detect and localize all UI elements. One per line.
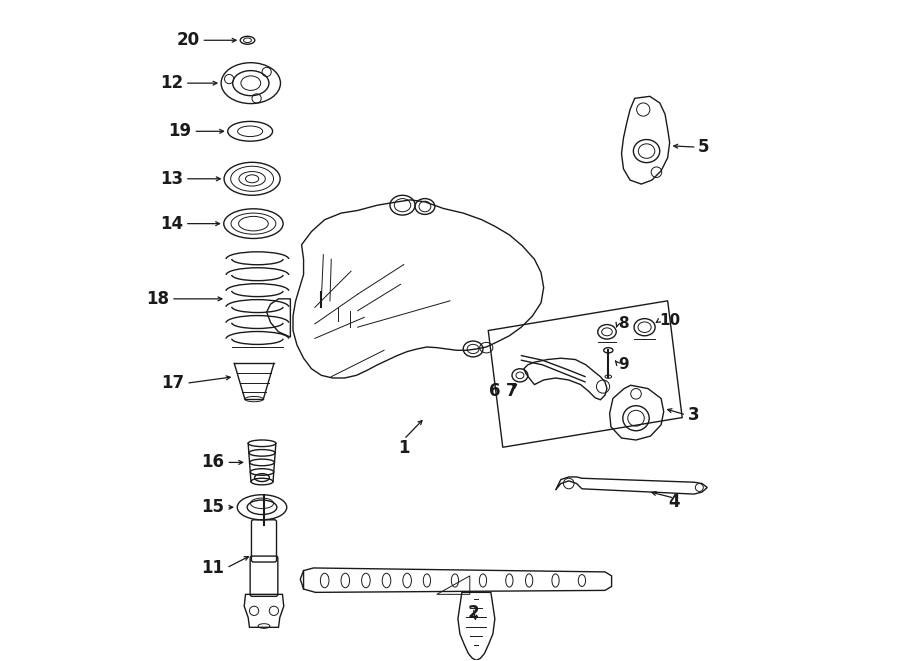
Text: 18: 18: [146, 290, 169, 308]
Text: 10: 10: [660, 313, 681, 328]
Text: 20: 20: [176, 31, 199, 50]
Text: 5: 5: [698, 138, 709, 156]
Text: 7: 7: [506, 382, 518, 400]
Text: 6: 6: [489, 382, 500, 400]
Text: 2: 2: [467, 603, 479, 622]
Text: 1: 1: [398, 439, 410, 457]
Text: 15: 15: [202, 498, 224, 516]
Text: 12: 12: [159, 74, 183, 92]
Text: 8: 8: [618, 317, 629, 331]
Text: 4: 4: [669, 493, 680, 511]
Text: 14: 14: [159, 215, 183, 233]
Text: 17: 17: [161, 374, 184, 392]
Text: 16: 16: [202, 453, 224, 471]
Text: 11: 11: [202, 559, 224, 577]
Text: 13: 13: [159, 170, 183, 188]
Text: 3: 3: [688, 406, 699, 424]
Text: 19: 19: [168, 122, 192, 140]
Text: 9: 9: [618, 358, 629, 372]
